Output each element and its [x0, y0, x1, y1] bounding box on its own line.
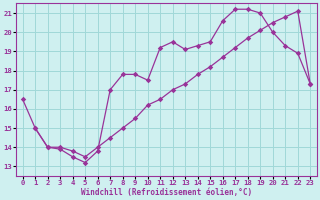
- X-axis label: Windchill (Refroidissement éolien,°C): Windchill (Refroidissement éolien,°C): [81, 188, 252, 197]
